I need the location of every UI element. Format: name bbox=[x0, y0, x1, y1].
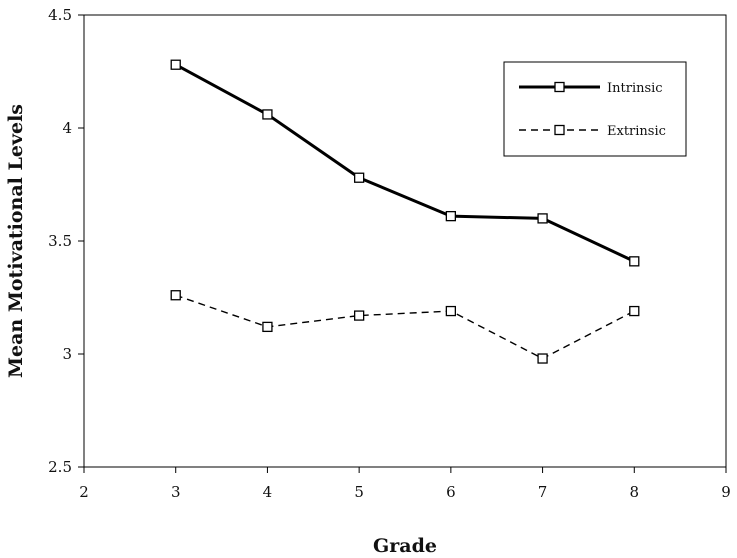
y-axis-ticks: 2.5 3 3.5 4 4.5 bbox=[48, 6, 84, 476]
x-tick-label: 2 bbox=[79, 483, 89, 501]
data-point-extrinsic bbox=[170, 290, 181, 301]
legend-marker-intrinsic bbox=[554, 81, 565, 93]
x-axis-ticks: 2 3 4 5 6 7 8 9 bbox=[79, 467, 731, 501]
data-point-extrinsic bbox=[445, 305, 457, 317]
y-tick-label: 2.5 bbox=[48, 458, 72, 476]
x-tick-label: 9 bbox=[721, 483, 731, 501]
x-tick-label: 3 bbox=[171, 483, 181, 501]
y-tick-label: 3 bbox=[62, 345, 72, 363]
series-line-intrinsic bbox=[174, 63, 635, 263]
y-tick-label: 4.5 bbox=[48, 6, 72, 24]
legend-label-extrinsic: Extrinsic bbox=[607, 124, 666, 139]
data-point-intrinsic bbox=[262, 109, 273, 120]
data-point-intrinsic bbox=[353, 172, 365, 183]
data-point-intrinsic bbox=[445, 210, 457, 222]
series-layer bbox=[170, 59, 640, 364]
data-point-intrinsic bbox=[537, 213, 548, 224]
y-tick-label: 4 bbox=[62, 119, 72, 137]
legend-label-intrinsic: Intrinsic bbox=[607, 81, 663, 96]
data-point-intrinsic bbox=[170, 59, 181, 70]
data-point-extrinsic bbox=[353, 310, 365, 321]
x-tick-label: 4 bbox=[263, 483, 273, 501]
x-tick-label: 6 bbox=[446, 483, 456, 501]
series-line-extrinsic bbox=[175, 294, 635, 360]
legend-box bbox=[503, 61, 687, 157]
data-point-extrinsic bbox=[629, 305, 640, 317]
legend-marker-extrinsic bbox=[554, 124, 565, 136]
data-point-extrinsic bbox=[537, 353, 548, 364]
x-axis-title: Grade bbox=[373, 535, 437, 557]
x-tick-label: 7 bbox=[538, 483, 548, 501]
x-tick-label: 8 bbox=[630, 483, 640, 501]
y-axis-title: Mean Motivational Levels bbox=[5, 104, 27, 378]
legend: Intrinsic Extrinsic bbox=[503, 61, 687, 157]
x-tick-label: 5 bbox=[354, 483, 364, 501]
y-tick-label: 3.5 bbox=[48, 232, 72, 250]
data-point-intrinsic bbox=[629, 256, 640, 267]
data-point-extrinsic bbox=[262, 321, 273, 333]
